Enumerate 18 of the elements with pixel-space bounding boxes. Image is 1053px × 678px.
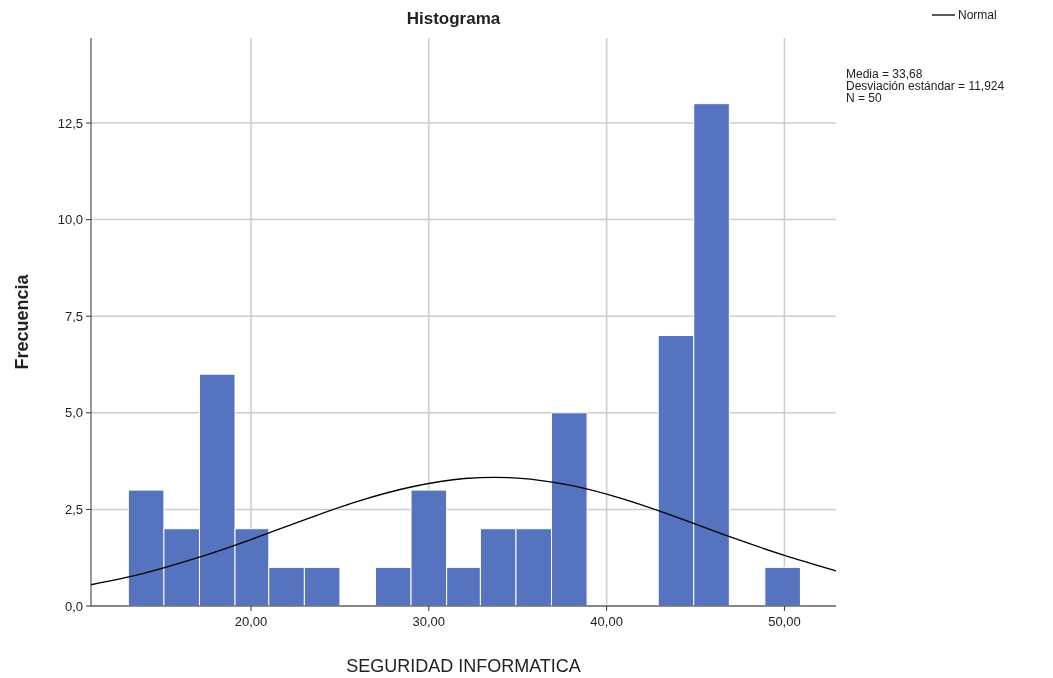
- text: N = 50: [846, 91, 883, 105]
- y-tick-label: 12,5: [57, 115, 83, 131]
- text: Desviación estándar = 11,924: [846, 79, 1005, 93]
- y-tick-label: 7,5: [64, 308, 83, 324]
- y-tick-label: 0,0: [64, 598, 83, 614]
- line-series: [90, 476, 837, 586]
- x-tick-label: 40,00: [590, 614, 623, 629]
- x-tick-label: 50,00: [768, 614, 801, 629]
- x-tick-label: 20,00: [234, 614, 268, 629]
- x-tick-label: 30,00: [412, 614, 446, 629]
- y-tick-label: 2,5: [64, 501, 83, 517]
- y-axis-title: Frecuencia: [12, 273, 32, 370]
- x-axis-title: SEGURIDAD INFORMATICA: [346, 656, 581, 676]
- y-tick-label: 5,0: [64, 405, 83, 421]
- chart-title: Histograma: [406, 9, 501, 28]
- legend-label: Normal: [958, 8, 997, 23]
- text: Media = 33,68: [846, 67, 923, 81]
- y-tick-label: 10,0: [57, 212, 83, 228]
